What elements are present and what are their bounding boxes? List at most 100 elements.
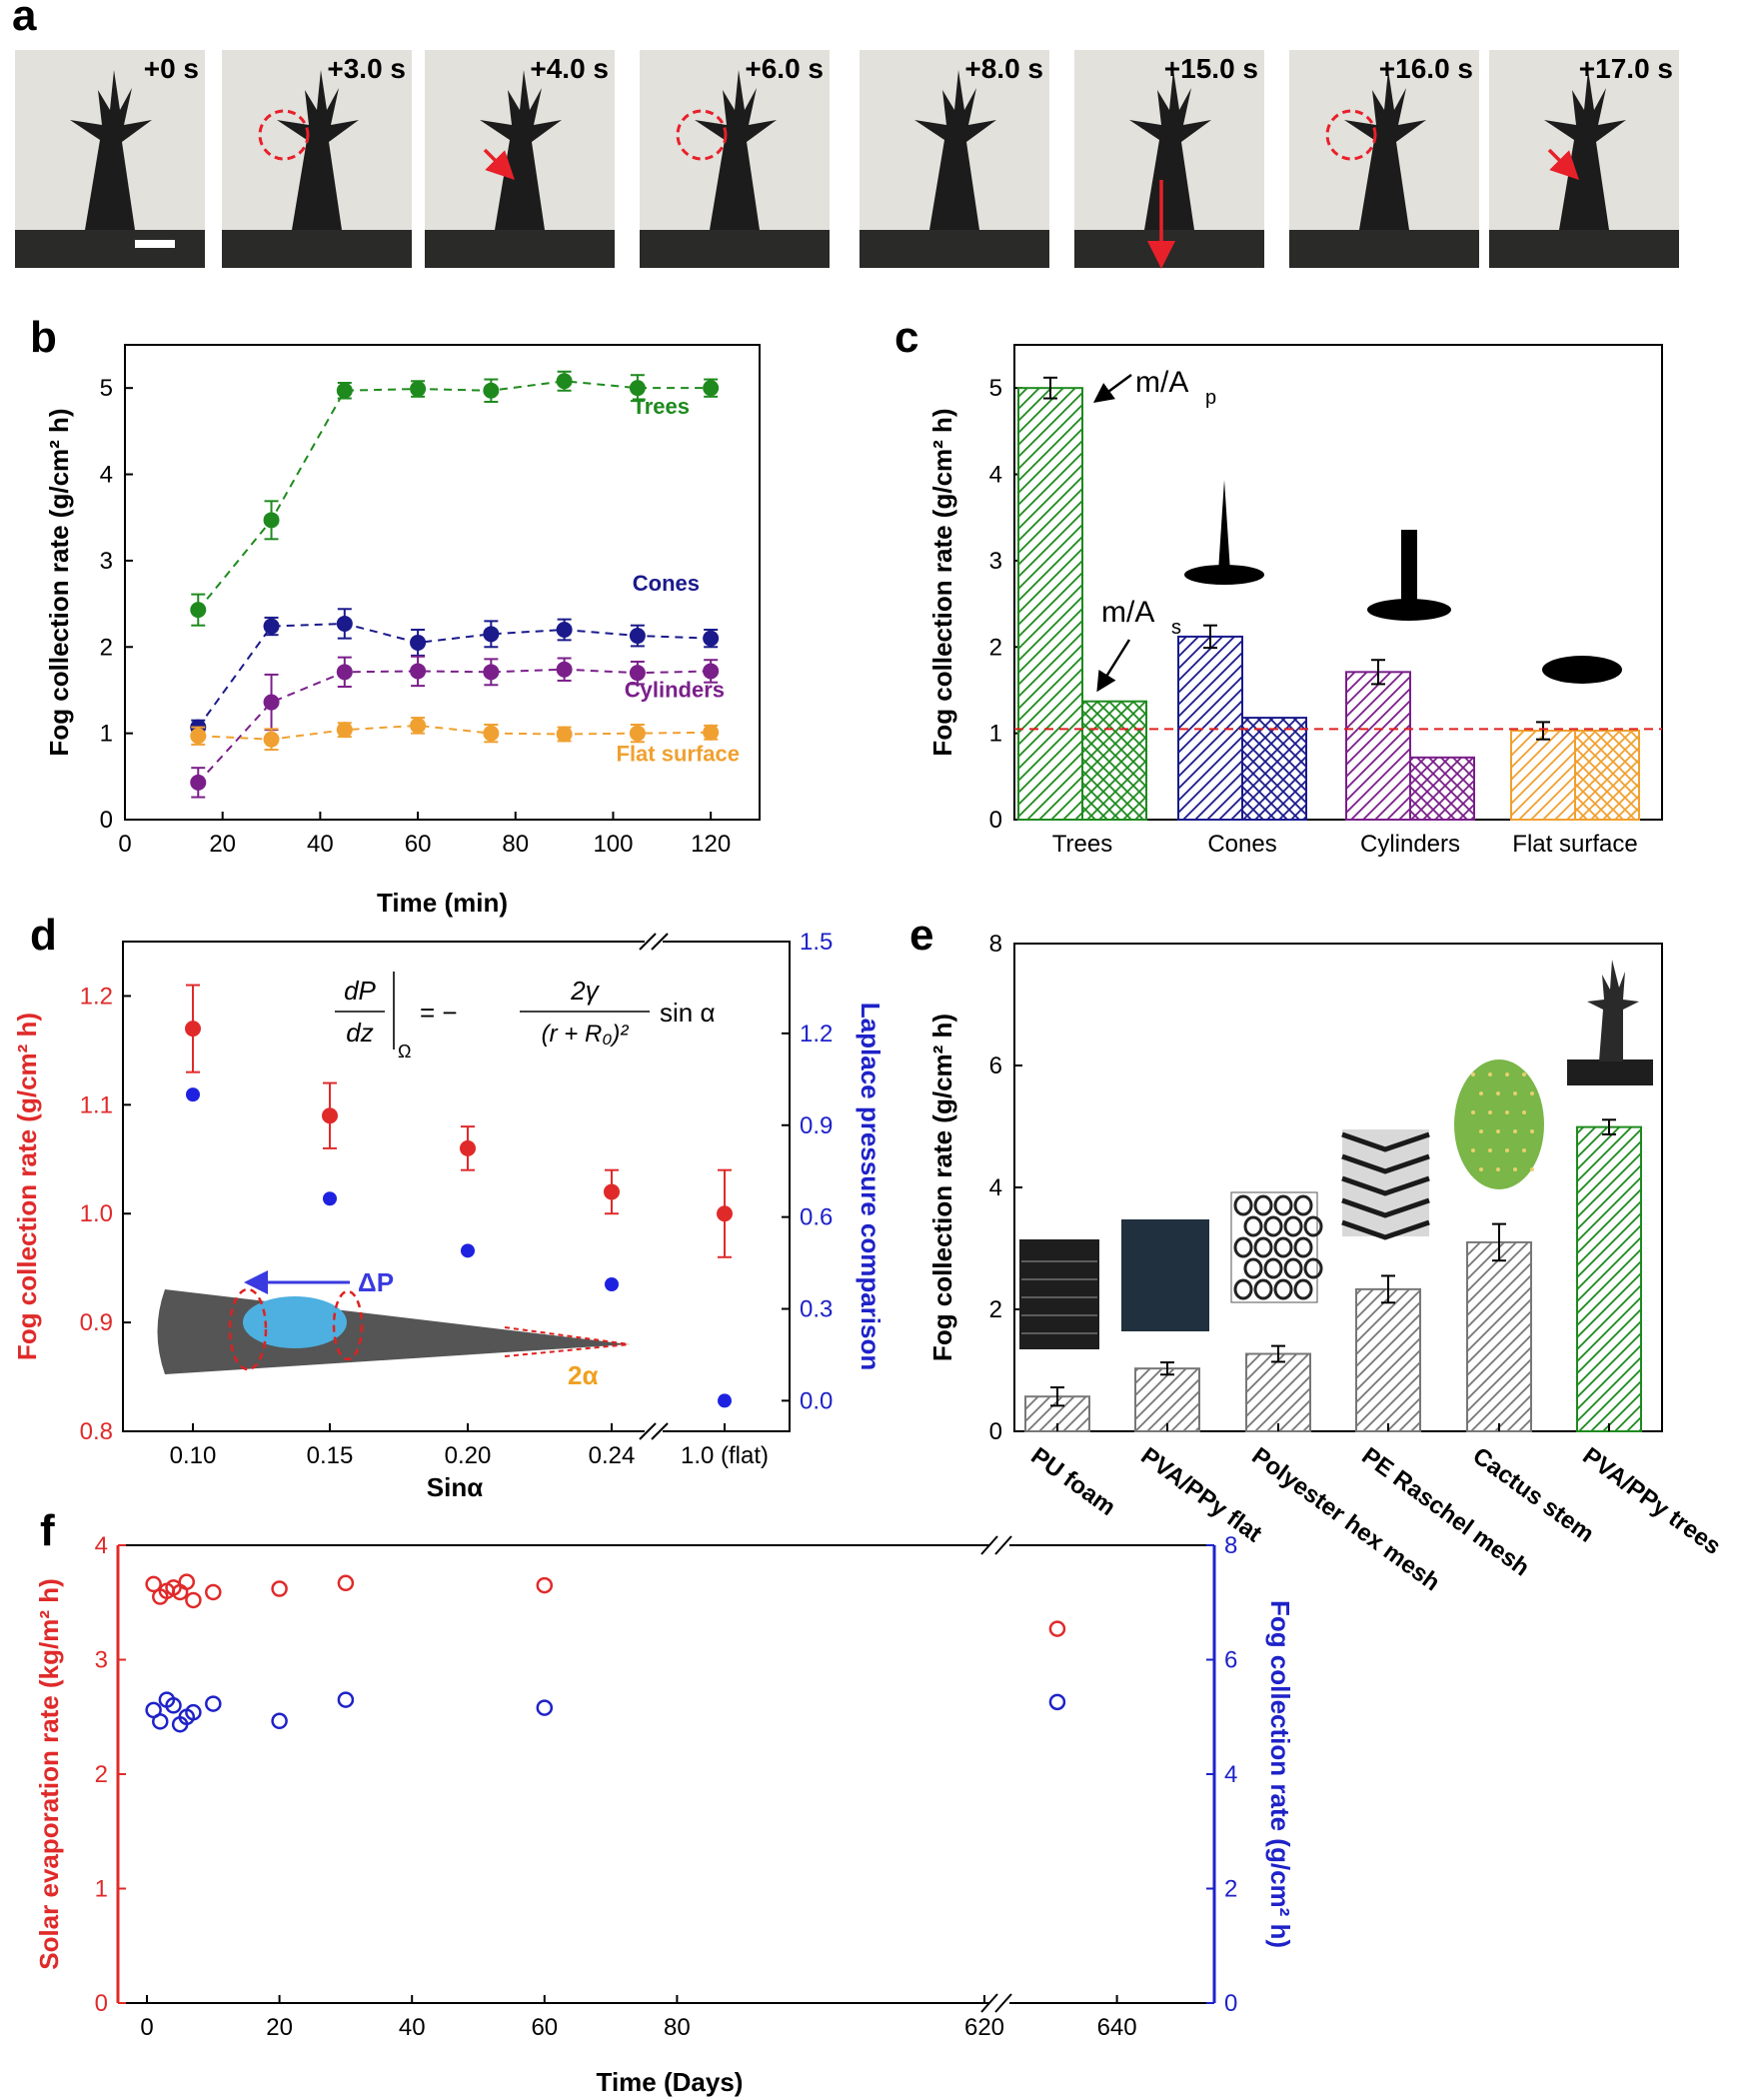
data-point-0: [410, 381, 427, 398]
panel-d-chart: 0.8 0.9 1.0 1.1 1.2 0.0 0.3 0.6 0.9 1.2 1.5 0.10 0.1…: [12, 929, 885, 1502]
fog-rate-point: [205, 1695, 222, 1712]
data-point-2: [410, 663, 427, 680]
y-right-tick-label: 0.3: [800, 1296, 833, 1323]
droplet-circle-marker: [676, 109, 728, 161]
y-left-tick-label: 0: [95, 1990, 108, 2017]
hex-mesh-cell: [1263, 1257, 1283, 1279]
plot-frame: [1013, 943, 1663, 1432]
fog-rate-point: [604, 1183, 620, 1200]
data-point-3: [483, 725, 500, 742]
axis-break-mark: [980, 1993, 998, 2013]
x-tick-label: 0.15: [307, 1442, 354, 1469]
cone-inset: ΔP 2α: [157, 1267, 631, 1390]
fog-rate-point: [271, 1712, 288, 1730]
axis-break-mark: [994, 1535, 1012, 1555]
hex-mesh-cell: [1243, 1215, 1263, 1237]
cactus-areole: [1522, 1148, 1526, 1152]
y-right-tick-label: 6: [1224, 1647, 1237, 1674]
data-point-2: [336, 664, 353, 681]
data-point-3: [263, 731, 280, 748]
frame-4: +8.0 s: [860, 50, 1049, 268]
delta-p-label: ΔP: [358, 1267, 394, 1297]
frame-timestamp: +16.0 s: [1379, 53, 1473, 84]
data-point-0: [556, 373, 573, 390]
y-tick-label: 2: [989, 634, 1002, 661]
y-tick-label: 5: [989, 375, 1002, 402]
x-tick-label: 0.10: [170, 1442, 217, 1469]
data-point-0: [703, 380, 720, 397]
evaporation-point: [185, 1591, 202, 1609]
evaporation-point: [178, 1573, 196, 1590]
frame-0: +0 s: [15, 50, 205, 268]
cactus-areole: [1530, 1167, 1534, 1171]
x-tick-label: 60: [531, 2014, 558, 2041]
y-tick-label: 0: [100, 807, 113, 834]
scale-bar: [135, 240, 175, 248]
fog-rate-point: [322, 1107, 338, 1124]
y-tick-label: 2: [989, 1296, 1002, 1323]
laplace-point: [186, 1087, 200, 1102]
base-block: [860, 230, 1049, 268]
cone-body: [157, 1289, 630, 1374]
x-tick-label: 0: [118, 831, 131, 858]
x-tick-label: Cones: [1207, 831, 1276, 858]
frame-3: +6.0 s: [640, 50, 830, 268]
y-left-tick-label: 1: [95, 1876, 108, 1903]
y-tick-label: 0: [989, 807, 1002, 834]
plot-frame: [1013, 344, 1663, 821]
hex-mesh-cell: [1303, 1257, 1323, 1279]
x-tick-label: Trees: [1052, 831, 1112, 858]
x-axis-title: Time (min): [377, 888, 508, 918]
y-right-tick-label: 0: [1224, 1990, 1237, 2017]
axis-break-gap: [645, 1423, 663, 1439]
hex-mesh-cell: [1253, 1194, 1273, 1216]
frame-timestamp: +0 s: [144, 53, 199, 84]
y-left-tick-label: 1.0: [80, 1200, 113, 1227]
frame-timestamp: +4.0 s: [530, 53, 609, 84]
cactus-areole: [1530, 1091, 1534, 1095]
y-right-tick-label: 4: [1224, 1761, 1237, 1788]
data-point-1: [336, 615, 353, 632]
axis-break-gap: [645, 934, 663, 950]
y-tick-label: 4: [989, 1174, 1002, 1201]
plot-frame: [124, 344, 761, 821]
evaporation-point: [145, 1575, 162, 1593]
data-point-2: [263, 694, 280, 711]
eq-lhs-denominator: dz: [346, 1018, 373, 1048]
data-point-3: [410, 717, 427, 734]
y-left-tick-label: 2: [95, 1761, 108, 1788]
annotation-subscript: s: [1171, 617, 1181, 639]
curvature-circle: [228, 1287, 268, 1371]
panel-label-f: f: [40, 1506, 55, 1555]
y-tick-label: 0: [989, 1418, 1002, 1445]
data-point-1: [629, 628, 646, 645]
x-tick-label: Polyester hex mesh: [1246, 1442, 1444, 1596]
y-left-tick-label: 1.2: [80, 983, 113, 1010]
base-block: [1489, 230, 1679, 268]
y-right-tick-label: 1.5: [800, 929, 833, 956]
panel-label-a: a: [12, 0, 37, 40]
axis-break-mark: [994, 1993, 1012, 2013]
cactus-areole: [1479, 1129, 1483, 1133]
data-point-3: [629, 725, 646, 742]
bar: [1576, 1125, 1642, 1432]
cactus-areole: [1522, 1072, 1526, 1076]
data-point-2: [629, 665, 646, 682]
data-point-2: [483, 664, 500, 681]
data-point-0: [483, 382, 500, 399]
y-axis-title: Fog collection rate (g/cm² h): [44, 408, 74, 756]
frame-7: +17.0 s: [1489, 50, 1679, 268]
x-tick-label: 40: [307, 831, 334, 858]
plot-frame: [122, 941, 791, 1432]
data-point-2: [190, 774, 207, 791]
flat-disc-icon: [1542, 656, 1622, 684]
droplet-circle-marker: [258, 109, 310, 161]
cactus-areole: [1488, 1072, 1492, 1076]
fog-rate-point: [717, 1205, 733, 1222]
hex-mesh-cell: [1233, 1278, 1253, 1300]
data-point-1: [263, 618, 280, 635]
bar-mA-s: [1409, 756, 1475, 821]
bar-mA-s: [1574, 730, 1640, 822]
eq-rhs-denominator: (r + R₀)²: [542, 1021, 630, 1048]
